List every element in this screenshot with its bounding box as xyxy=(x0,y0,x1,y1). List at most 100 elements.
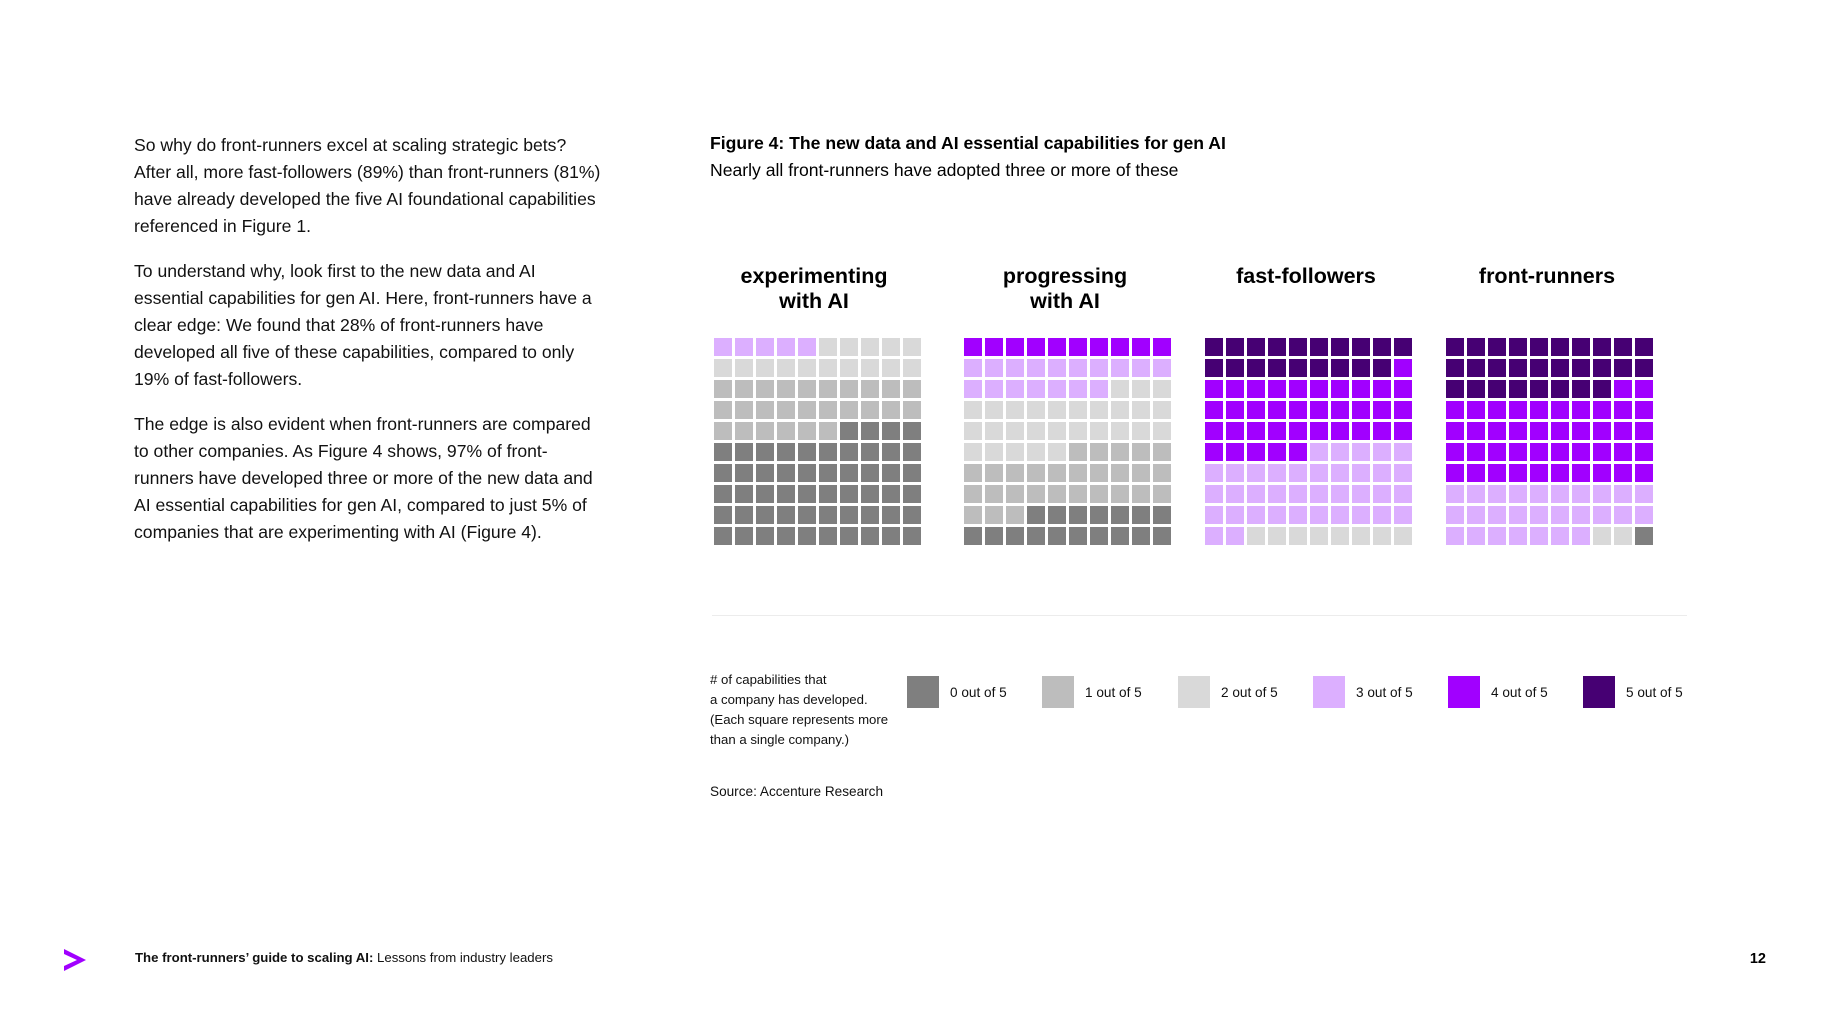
waffle-cell xyxy=(882,527,900,545)
waffle-cell xyxy=(1132,527,1150,545)
body-text: So why do front-runners excel at scaling… xyxy=(134,132,604,564)
waffle-cell xyxy=(735,464,753,482)
waffle-cell xyxy=(798,380,816,398)
waffle-cell xyxy=(1614,359,1632,377)
waffle-cell xyxy=(819,359,837,377)
waffle-cell xyxy=(1289,485,1307,503)
waffle-cell xyxy=(903,464,921,482)
waffle-cell xyxy=(735,380,753,398)
waffle-cell xyxy=(1310,401,1328,419)
divider xyxy=(712,615,1687,616)
waffle-cell xyxy=(1048,401,1066,419)
waffle-cell xyxy=(1205,485,1223,503)
waffle-cell xyxy=(1331,506,1349,524)
group-label-experimenting: experimenting with AI xyxy=(694,264,934,314)
waffle-cell xyxy=(1509,506,1527,524)
waffle-cell xyxy=(1446,380,1464,398)
waffle-cell xyxy=(861,527,879,545)
waffle-cell xyxy=(1572,485,1590,503)
waffle-cell xyxy=(1153,422,1171,440)
waffle-cell xyxy=(903,485,921,503)
footer-title-rest: Lessons from industry leaders xyxy=(373,950,553,965)
waffle-cell xyxy=(1551,338,1569,356)
legend-item-1: 1 out of 5 xyxy=(1042,676,1142,708)
waffle-cell xyxy=(861,464,879,482)
waffle-cell xyxy=(964,338,982,356)
waffle-cell xyxy=(777,359,795,377)
waffle-cell xyxy=(882,443,900,461)
waffle-cell xyxy=(1530,338,1548,356)
waffle-cell xyxy=(798,422,816,440)
waffle-cell xyxy=(1205,443,1223,461)
waffle-cell xyxy=(1027,422,1045,440)
waffle-cell xyxy=(798,401,816,419)
waffle-cell xyxy=(714,359,732,377)
waffle-cell xyxy=(1488,443,1506,461)
waffle-cell xyxy=(1153,485,1171,503)
legend-note-line: a company has developed. xyxy=(710,692,868,707)
waffle-cell xyxy=(882,359,900,377)
waffle-cell xyxy=(819,380,837,398)
waffle-cell xyxy=(714,485,732,503)
waffle-cell xyxy=(1247,359,1265,377)
waffle-cell xyxy=(1006,443,1024,461)
waffle-cell xyxy=(1090,380,1108,398)
waffle-cell xyxy=(756,485,774,503)
legend-item-2: 2 out of 5 xyxy=(1178,676,1278,708)
waffle-cell xyxy=(1090,359,1108,377)
waffle-cell xyxy=(1247,464,1265,482)
waffle-cell xyxy=(1153,464,1171,482)
waffle-cell xyxy=(1446,359,1464,377)
waffle-cell xyxy=(1090,338,1108,356)
waffle-cell xyxy=(882,464,900,482)
waffle-cell xyxy=(1509,443,1527,461)
waffle-cell xyxy=(903,422,921,440)
waffle-cell xyxy=(1509,401,1527,419)
waffle-cell xyxy=(1048,443,1066,461)
waffle-cell xyxy=(756,527,774,545)
waffle-cell xyxy=(1153,401,1171,419)
waffle-cell xyxy=(1289,422,1307,440)
waffle-cell xyxy=(861,338,879,356)
waffle-cell xyxy=(1027,485,1045,503)
waffle-cell xyxy=(1289,359,1307,377)
waffle-cell xyxy=(1635,443,1653,461)
waffle-cell xyxy=(798,527,816,545)
waffle-cell xyxy=(1551,485,1569,503)
waffle-cell xyxy=(964,485,982,503)
waffle-cell xyxy=(819,527,837,545)
waffle-cell xyxy=(1509,359,1527,377)
waffle-cell xyxy=(1635,527,1653,545)
waffle-cell xyxy=(1331,401,1349,419)
waffle-cell xyxy=(840,359,858,377)
group-label-line: experimenting xyxy=(740,264,888,288)
waffle-cell xyxy=(819,464,837,482)
waffle-cell xyxy=(861,359,879,377)
waffle-cell xyxy=(903,338,921,356)
waffle-cell xyxy=(1090,443,1108,461)
waffle-cell xyxy=(1509,527,1527,545)
waffle-cell xyxy=(1111,359,1129,377)
figure-subtitle: Nearly all front-runners have adopted th… xyxy=(710,160,1179,180)
waffle-cell xyxy=(1226,401,1244,419)
waffle-cell xyxy=(1614,485,1632,503)
waffle-cell xyxy=(1352,422,1370,440)
legend-swatch xyxy=(1313,676,1345,708)
waffle-cell xyxy=(777,506,795,524)
waffle-cell xyxy=(1572,338,1590,356)
waffle-cell xyxy=(840,422,858,440)
waffle-cell xyxy=(1111,422,1129,440)
waffle-cell xyxy=(1614,464,1632,482)
waffle-cell xyxy=(1635,401,1653,419)
waffle-cell xyxy=(1027,338,1045,356)
waffle-cell xyxy=(1048,464,1066,482)
waffle-cell xyxy=(1247,380,1265,398)
waffle-cell xyxy=(1226,422,1244,440)
waffle-cell xyxy=(1467,380,1485,398)
waffle-cell xyxy=(1090,485,1108,503)
waffle-cell xyxy=(1446,443,1464,461)
waffle-cell xyxy=(1331,464,1349,482)
waffle-cell xyxy=(1310,380,1328,398)
waffle-cell xyxy=(1352,380,1370,398)
legend-label: 5 out of 5 xyxy=(1626,684,1683,700)
